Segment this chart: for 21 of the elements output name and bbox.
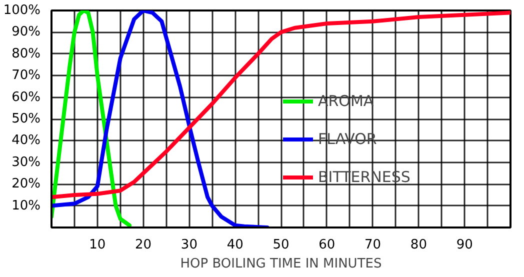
x-tick-label: 70: [364, 238, 382, 252]
y-tick-label: 40%: [12, 133, 41, 148]
y-tick-label: 80%: [12, 46, 41, 62]
x-tick-label: 50: [272, 238, 290, 252]
y-tick-label: 10%: [12, 198, 41, 214]
x-axis-title: HOP BOILING TIME IN MINUTES: [180, 256, 382, 272]
x-tick-label: 80: [410, 238, 427, 252]
x-tick-label: 60: [318, 238, 336, 252]
x-tick-label: 40: [226, 238, 244, 252]
y-tick-label: 100%: [3, 3, 41, 18]
line-series: [52, 10, 510, 200]
y-tick-label: 60%: [12, 90, 41, 105]
y-tick-label: 30%: [12, 154, 41, 170]
x-tick-label: 90: [456, 238, 473, 252]
x-tick-label: 20: [135, 238, 152, 252]
y-tick-label: 70%: [12, 68, 41, 84]
x-tick-label: 30: [180, 238, 198, 252]
y-tick-label: 20%: [12, 176, 41, 192]
y-tick-label: 90%: [12, 24, 41, 40]
x-tick-label: 10: [89, 238, 106, 252]
y-tick-label: 50%: [12, 112, 41, 126]
